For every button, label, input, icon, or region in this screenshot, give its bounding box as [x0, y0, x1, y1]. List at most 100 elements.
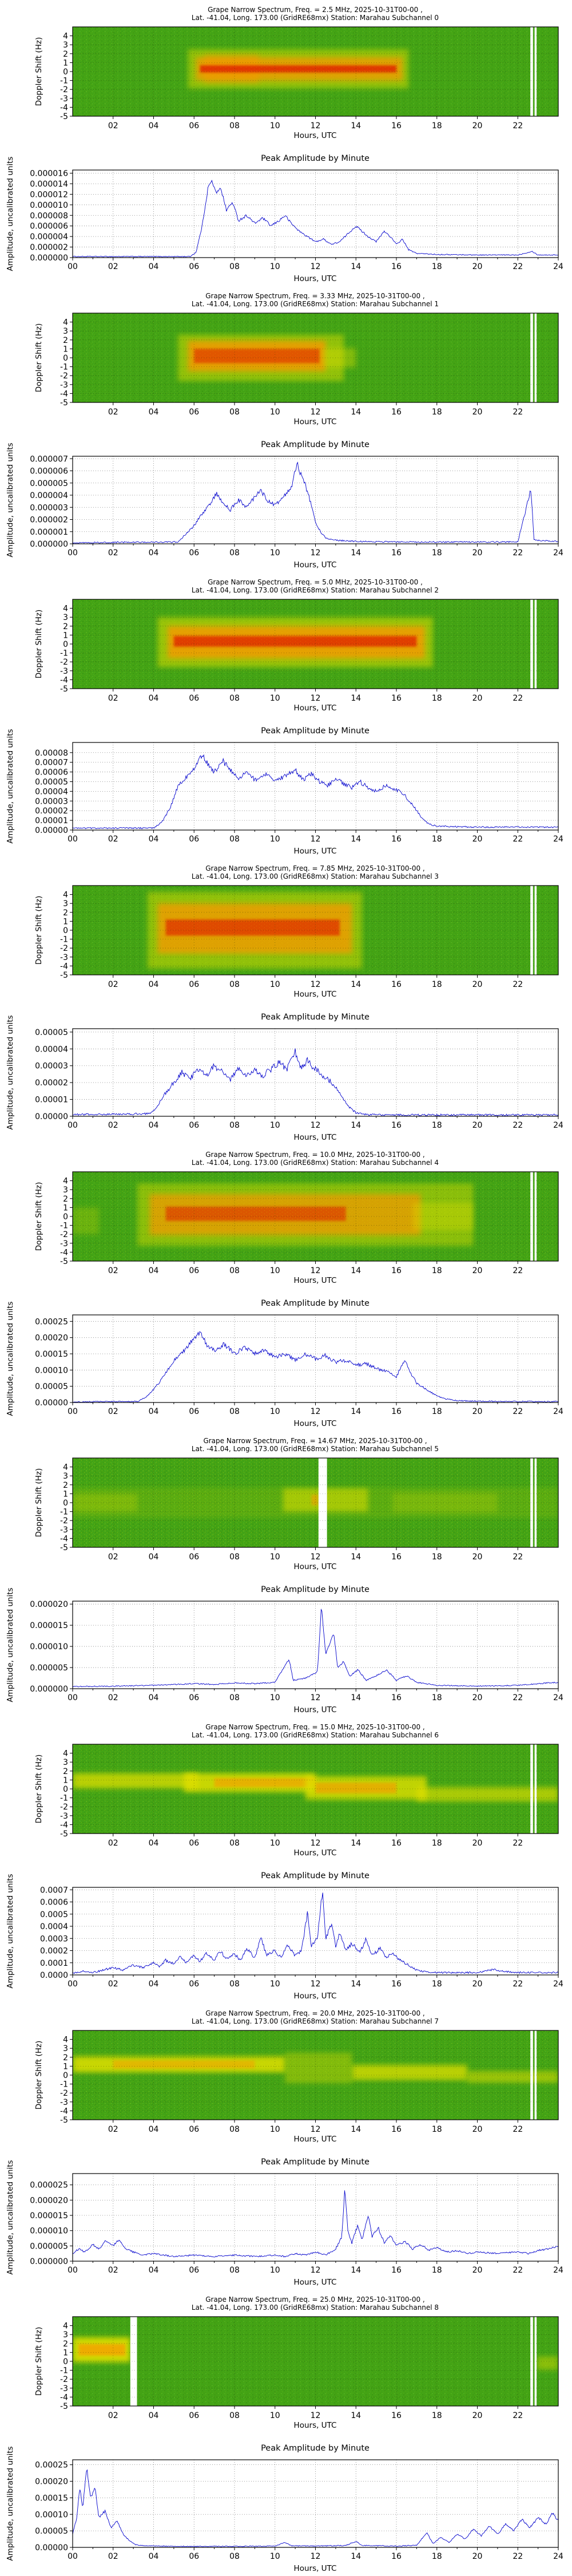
x-tick-label: 08 [229, 1980, 240, 1989]
spectrogram-chart: Grape Narrow Spectrum, Freq. = 15.0 MHz,… [34, 1723, 559, 1858]
x-tick-label: 20 [472, 1121, 483, 1130]
y-tick-label: -1 [60, 77, 68, 86]
y-tick-label: -4 [60, 1820, 68, 1830]
y-tick-label: 0.000004 [30, 232, 68, 242]
x-tick-label: 04 [149, 548, 159, 558]
y-tick-label: -3 [60, 2384, 68, 2393]
x-tick-label: 22 [513, 1839, 523, 1848]
y-tick-label: -5 [60, 1257, 68, 1266]
y-tick-label: 0.000008 [30, 211, 68, 220]
amplitude-chart: Peak Amplitude by Minute 0.00000 0.00001 0.… [6, 1013, 563, 1142]
y-tick-label: -3 [60, 1812, 68, 1821]
y-tick-label: -5 [60, 2402, 68, 2411]
x-tick-label: 20 [472, 1407, 483, 1416]
x-tick-label: 16 [391, 1407, 402, 1416]
x-tick-label: 14 [351, 262, 361, 271]
y-tick-label: 3 [63, 327, 68, 336]
y-tick-label: 0 [63, 640, 68, 649]
spectrogram-plot-area [73, 1172, 558, 1261]
spectrogram-ylabel: Doppler Shift (Hz) [34, 1468, 43, 1537]
x-tick-label: 02 [108, 121, 118, 131]
y-tick-label: -5 [60, 398, 68, 408]
x-tick-label: 20 [472, 548, 483, 558]
y-tick-label: -5 [60, 1543, 68, 1552]
data-gap-stripe [534, 1458, 537, 1547]
spectrogram-plot-area [73, 599, 558, 689]
x-tick-label: 06 [189, 2552, 199, 2561]
x-tick-label: 08 [229, 1839, 240, 1848]
x-tick-label: 08 [229, 1693, 240, 1702]
x-tick-label: 02 [108, 408, 118, 417]
x-tick-label: 18 [432, 1552, 442, 1562]
x-tick-label: 08 [229, 1552, 240, 1562]
amplitude-series [73, 1048, 558, 1116]
axes-border [72, 1028, 559, 1117]
x-tick-label: 16 [391, 980, 402, 989]
x-tick-label: 02 [108, 694, 118, 703]
x-tick-label: 12 [311, 548, 321, 558]
spectrogram-ylabel: Doppler Shift (Hz) [34, 1182, 43, 1251]
x-tick-label: 16 [391, 121, 402, 131]
x-tick-label: 12 [311, 1980, 321, 1989]
y-tick-label: -4 [60, 2107, 68, 2116]
x-tick-label: 18 [432, 694, 442, 703]
x-tick-label: 14 [351, 121, 361, 131]
data-gap-stripe [534, 1744, 537, 1834]
x-tick-label: 06 [189, 408, 199, 417]
x-tick-label: 24 [553, 1121, 563, 1130]
x-tick-label: 08 [229, 262, 240, 271]
amplitude-series [73, 1608, 558, 1688]
amplitude-series [73, 754, 558, 829]
y-tick-label: 0.00010 [35, 2510, 68, 2519]
y-tick-label: 0.0005 [40, 1910, 68, 1919]
x-tick-label: 20 [472, 1552, 483, 1562]
x-tick-label: 10 [270, 1839, 280, 1848]
x-tick-label: 10 [270, 262, 280, 271]
x-tick-label: 14 [351, 835, 361, 844]
subchannel-section-6: Grape Narrow Spectrum, Freq. = 15.0 MHz,… [0, 1717, 572, 2004]
x-tick-label: 04 [149, 408, 159, 417]
spectrogram-xlabel: Hours, UTC [294, 417, 337, 426]
y-tick-label: 0 [63, 2357, 68, 2366]
amplitude-xlabel: Hours, UTC [294, 1992, 337, 2001]
y-tick-label: -4 [60, 103, 68, 112]
data-gap-stripe [530, 27, 533, 116]
x-tick-label: 04 [149, 2552, 159, 2561]
x-tick-label: 14 [351, 1839, 361, 1848]
y-tick-label: 0.00002 [35, 1078, 68, 1088]
x-tick-label: 08 [229, 2125, 240, 2134]
x-tick-label: 12 [311, 2125, 321, 2134]
x-tick-label: 22 [513, 1552, 523, 1562]
x-tick-label: 22 [513, 2125, 523, 2134]
spectrogram-plot-area [73, 313, 558, 402]
x-tick-label: 10 [270, 980, 280, 989]
y-tick-label: 0.000000 [30, 2257, 68, 2266]
y-tick-label: 1 [63, 58, 68, 68]
x-tick-label: 24 [553, 2552, 563, 2561]
subchannel-section-4: Grape Narrow Spectrum, Freq. = 10.0 MHz,… [0, 1145, 572, 1431]
x-tick-label: 08 [229, 1407, 240, 1416]
x-tick-label: 02 [108, 1121, 118, 1130]
x-tick-label: 06 [189, 1839, 199, 1848]
x-tick-label: 04 [149, 2411, 159, 2420]
x-tick-label: 18 [432, 1407, 442, 1416]
x-tick-label: 14 [351, 980, 361, 989]
x-tick-label: 22 [513, 1980, 523, 1989]
axes-border [72, 2459, 559, 2548]
spectrogram-xlabel: Hours, UTC [294, 990, 337, 999]
y-tick-label: -5 [60, 2116, 68, 2125]
x-tick-label: 10 [270, 548, 280, 558]
y-tick-label: 0.0000 [40, 1971, 68, 1980]
y-tick-label: -1 [60, 935, 68, 945]
x-tick-label: 06 [189, 1121, 199, 1130]
x-tick-label: 04 [149, 1839, 159, 1848]
y-tick-label: 2 [63, 1195, 68, 1204]
y-tick-label: 0.00015 [35, 1350, 68, 1359]
x-tick-label: 18 [432, 1980, 442, 1989]
x-tick-label: 02 [108, 1839, 118, 1848]
spectrogram-title-line1: Grape Narrow Spectrum, Freq. = 10.0 MHz,… [205, 1151, 424, 1159]
x-tick-label: 12 [311, 694, 321, 703]
spectrogram-chart: Grape Narrow Spectrum, Freq. = 10.0 MHz,… [34, 1151, 559, 1285]
x-tick-label: 16 [391, 408, 402, 417]
data-gap-stripe [534, 886, 537, 975]
